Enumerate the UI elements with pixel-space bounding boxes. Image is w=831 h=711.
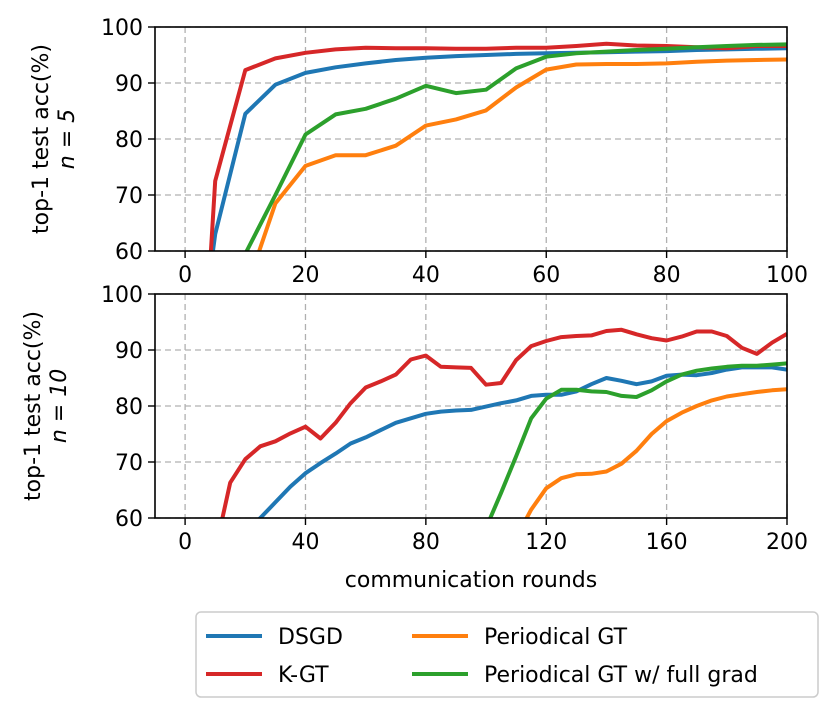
ytick-label-n5: 100	[101, 16, 143, 41]
legend-entry-periodical-gt-full-grad: Periodical GT w/ full grad	[412, 663, 758, 688]
xtick-label-n10: 200	[766, 530, 808, 555]
series-line-periodical-gt-w-full-grad-n5	[244, 42, 787, 251]
series-line-periodical-gt-n10	[524, 387, 787, 518]
series-line-periodical-gt-n5	[257, 57, 787, 251]
xtick-label-n5: 40	[412, 263, 440, 288]
ylabel-n5: top-1 test acc(%)	[29, 44, 54, 234]
legend: DSGD Periodical GT K-GT Periodical GT w/…	[195, 611, 819, 698]
ticks-n10: 0 40 80 120 160 200 60 70 80 90 100	[101, 283, 808, 555]
series-line-dsgd-n10	[257, 365, 787, 518]
xtick-label-n5: 100	[766, 263, 808, 288]
series-line-k-gt-n10	[220, 327, 787, 518]
series-lines-n10	[220, 327, 787, 518]
legend-box	[195, 611, 819, 698]
plot-n5: 0 20 40 60 80 100 60 70 80 90 100 top-1 test acc(%…	[29, 16, 808, 288]
ylabel-n10: top-1 test acc(%)	[21, 311, 46, 501]
series-lines-n5	[208, 41, 787, 251]
ytick-label-n5: 80	[115, 128, 143, 153]
ytick-label-n5: 60	[115, 240, 143, 265]
series-line-periodical-gt-w-full-grad-n10	[488, 361, 787, 518]
ytick-label-n10: 90	[115, 339, 143, 364]
ytick-label-n10: 70	[115, 451, 143, 476]
xlabel-n10: communication rounds	[345, 568, 597, 593]
legend-label-k-gt: K-GT	[278, 663, 329, 688]
legend-label-dsgd: DSGD	[278, 625, 343, 650]
ytick-label-n10: 80	[115, 395, 143, 420]
legend-entry-periodical-gt: Periodical GT	[412, 625, 628, 650]
legend-label-periodical-gt-full-grad: Periodical GT w/ full grad	[484, 663, 758, 688]
xtick-label-n5: 0	[178, 263, 192, 288]
plot-n10: 0 40 80 120 160 200 60 70 80 90 100 top-1 test acc…	[21, 283, 808, 593]
ytick-label-n10: 100	[101, 283, 143, 308]
xtick-label-n10: 80	[412, 530, 440, 555]
ytick-label-n5: 90	[115, 72, 143, 97]
xtick-label-n10: 40	[291, 530, 319, 555]
ytick-label-n5: 70	[115, 184, 143, 209]
xtick-label-n10: 120	[525, 530, 567, 555]
ylabel2-n5: n = 5	[55, 109, 80, 169]
legend-entry-k-gt: K-GT	[206, 663, 329, 688]
xtick-label-n5: 60	[532, 263, 560, 288]
ylabel2-n10: n = 10	[47, 369, 72, 443]
ytick-label-n10: 60	[115, 507, 143, 532]
xtick-label-n5: 20	[291, 263, 319, 288]
ticks-n5: 0 20 40 60 80 100 60 70 80 90 100	[101, 16, 808, 288]
xtick-label-n10: 160	[646, 530, 688, 555]
xtick-label-n5: 80	[653, 263, 681, 288]
series-line-dsgd-n5	[210, 46, 787, 251]
legend-label-periodical-gt: Periodical GT	[484, 625, 628, 650]
legend-entry-dsgd: DSGD	[206, 625, 343, 650]
xtick-label-n10: 0	[178, 530, 192, 555]
